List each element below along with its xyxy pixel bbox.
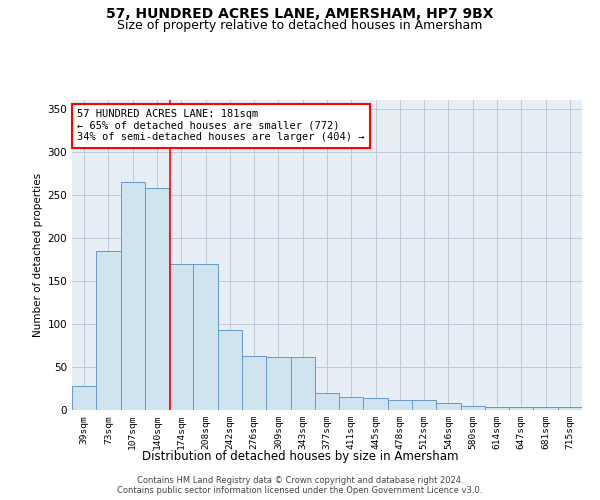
- Bar: [533, 408, 558, 410]
- Bar: [388, 400, 412, 410]
- Text: Contains HM Land Registry data © Crown copyright and database right 2024.
Contai: Contains HM Land Registry data © Crown c…: [118, 476, 482, 495]
- Text: Distribution of detached houses by size in Amersham: Distribution of detached houses by size …: [142, 450, 458, 463]
- Bar: [412, 400, 436, 410]
- Bar: [145, 188, 169, 410]
- Bar: [290, 356, 315, 410]
- Bar: [509, 408, 533, 410]
- Bar: [485, 406, 509, 410]
- Text: Size of property relative to detached houses in Amersham: Size of property relative to detached ho…: [118, 18, 482, 32]
- Bar: [364, 398, 388, 410]
- Y-axis label: Number of detached properties: Number of detached properties: [33, 173, 43, 337]
- Text: 57, HUNDRED ACRES LANE, AMERSHAM, HP7 9BX: 57, HUNDRED ACRES LANE, AMERSHAM, HP7 9B…: [106, 8, 494, 22]
- Bar: [121, 182, 145, 410]
- Bar: [266, 356, 290, 410]
- Bar: [339, 397, 364, 410]
- Text: 57 HUNDRED ACRES LANE: 181sqm
← 65% of detached houses are smaller (772)
34% of : 57 HUNDRED ACRES LANE: 181sqm ← 65% of d…: [77, 110, 365, 142]
- Bar: [218, 330, 242, 410]
- Bar: [558, 408, 582, 410]
- Bar: [242, 356, 266, 410]
- Bar: [193, 264, 218, 410]
- Bar: [169, 264, 193, 410]
- Bar: [72, 386, 96, 410]
- Bar: [315, 393, 339, 410]
- Bar: [461, 406, 485, 410]
- Bar: [436, 403, 461, 410]
- Bar: [96, 250, 121, 410]
